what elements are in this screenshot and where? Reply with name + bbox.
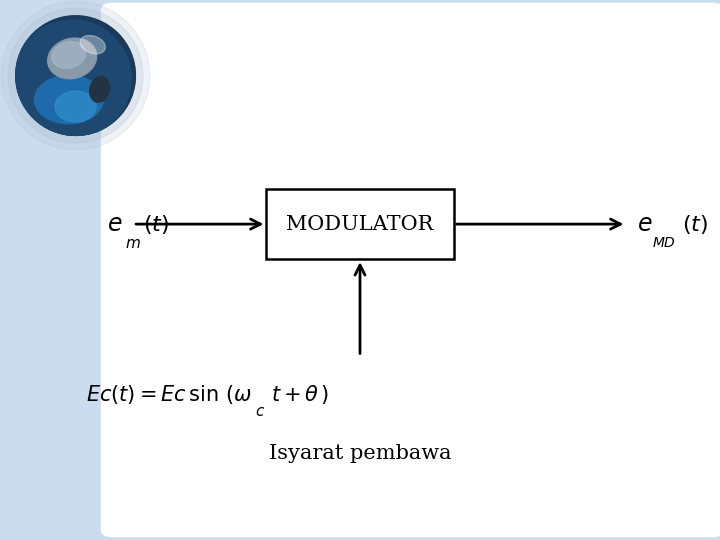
Circle shape (15, 15, 136, 136)
Text: $m$: $m$ (125, 236, 140, 251)
Text: $c$: $c$ (255, 404, 265, 419)
Text: $e$: $e$ (637, 212, 653, 236)
Text: $Ec(t) = Ec\,\sin\,(\omega\,$: $Ec(t) = Ec\,\sin\,(\omega\,$ (86, 383, 252, 406)
Circle shape (1, 2, 150, 150)
Ellipse shape (80, 36, 105, 54)
Text: $(t)$: $(t)$ (143, 213, 168, 235)
Ellipse shape (52, 42, 86, 69)
Ellipse shape (48, 38, 96, 79)
Ellipse shape (55, 91, 96, 122)
Ellipse shape (90, 77, 109, 102)
Circle shape (8, 8, 143, 143)
Text: Isyarat pembawa: Isyarat pembawa (269, 444, 451, 463)
Text: $(t)$: $(t)$ (682, 213, 708, 235)
Text: $MD$: $MD$ (652, 236, 675, 250)
Circle shape (13, 20, 131, 138)
Text: $e$: $e$ (107, 212, 122, 236)
Ellipse shape (35, 76, 103, 124)
Text: $t + \theta\,)$: $t + \theta\,)$ (271, 383, 330, 406)
Text: MODULATOR: MODULATOR (287, 214, 433, 234)
FancyBboxPatch shape (266, 189, 454, 259)
